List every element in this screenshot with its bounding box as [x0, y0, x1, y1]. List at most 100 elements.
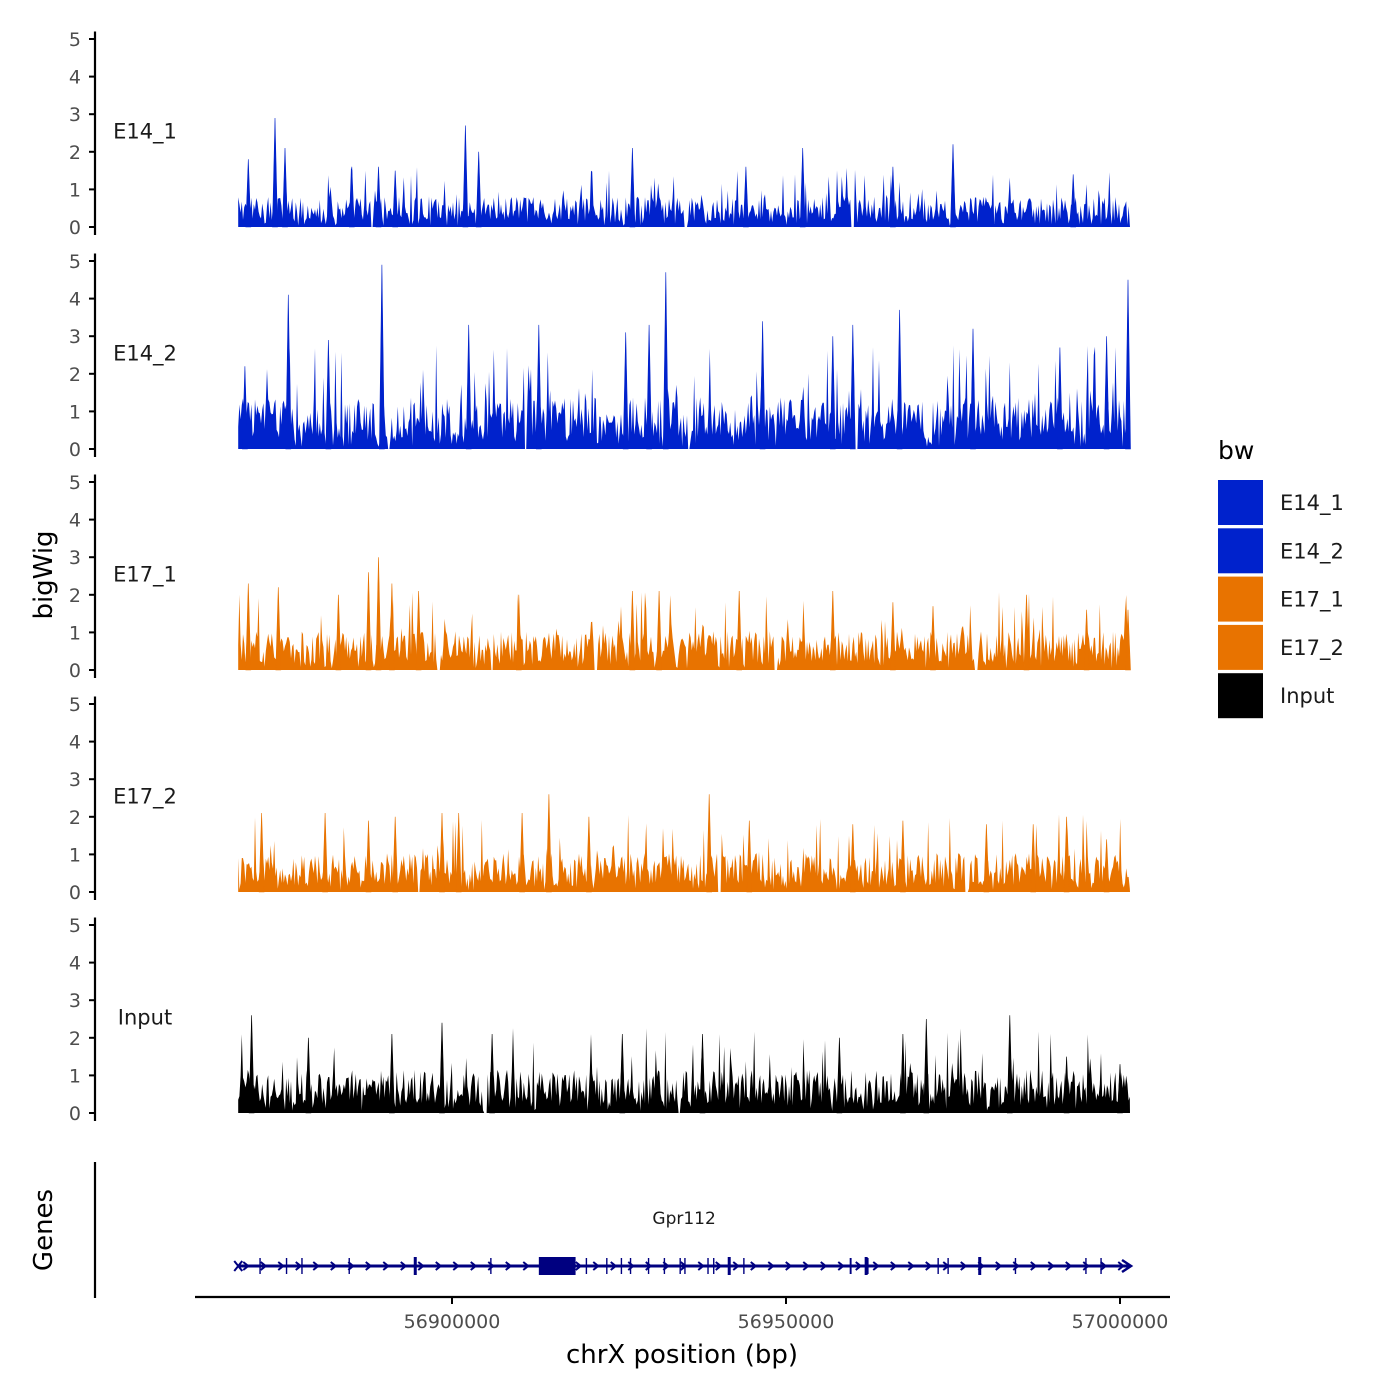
y-tick-label: 3 — [69, 990, 81, 1012]
strand-arrow — [1047, 1261, 1055, 1271]
gene-start-mark — [233, 1260, 244, 1272]
strand-arrow — [592, 1261, 600, 1271]
strand-arrow — [925, 1261, 933, 1271]
coverage-peak — [375, 557, 382, 671]
strand-arrow — [785, 1261, 793, 1271]
x-axis: 56900000 56950000 57000000 — [195, 1295, 1170, 1333]
strand-arrow — [312, 1261, 320, 1271]
coverage-peak — [365, 820, 372, 893]
coverage-peak — [836, 1037, 843, 1114]
strand-arrow — [1030, 1261, 1038, 1271]
legend: bw E14_1 E14_2 E17_1 E17_2 Input — [1218, 436, 1344, 719]
coverage-peak — [706, 794, 713, 893]
legend-swatch — [1218, 624, 1263, 670]
legend-label: E14_1 — [1280, 491, 1344, 516]
track-label: E14_2 — [113, 342, 177, 367]
coverage-area — [238, 814, 1130, 892]
legend-label: E17_2 — [1280, 636, 1344, 661]
strand-arrow — [260, 1261, 268, 1271]
coverage-peak — [829, 336, 836, 450]
strand-arrow — [1117, 1261, 1125, 1271]
coverage-peak — [379, 264, 385, 450]
coverage-peak — [546, 794, 552, 893]
y-tick-label: 1 — [69, 179, 81, 201]
strand-arrow — [417, 1261, 425, 1271]
coverage-peak — [389, 583, 395, 671]
x-tick-label: 57000000 — [1072, 1311, 1169, 1333]
strand-arrow — [750, 1261, 758, 1271]
strand-arrow — [242, 1261, 250, 1271]
coverage-peak — [248, 1015, 255, 1114]
bigwig-tracks: 0 1 2 3 4 5 E14_1 0 1 2 3 4 5 E14_2 0 1 2 3 4 5 E17_1 0 1 2 3 4 5 E… — [69, 29, 1131, 1125]
strand-arrow — [1065, 1261, 1073, 1271]
coverage-peak — [743, 166, 749, 228]
strand-arrow — [382, 1261, 390, 1271]
y-tick-label: 4 — [69, 510, 81, 532]
coverage-peak — [699, 1033, 706, 1114]
coverage-peak — [1006, 1015, 1013, 1114]
strand-arrow — [610, 1261, 618, 1271]
exon-block — [413, 1257, 417, 1275]
legend-label: E17_1 — [1280, 588, 1344, 613]
strand-arrow — [505, 1261, 513, 1271]
coverage-peak — [896, 309, 903, 450]
coverage-peak — [519, 812, 525, 893]
legend-swatch — [1218, 528, 1263, 574]
coding-exon-block — [538, 1257, 576, 1275]
coverage-peak — [1023, 594, 1030, 671]
strand-arrow — [435, 1261, 443, 1271]
coverage-peak — [365, 572, 372, 671]
coverage-peak — [275, 587, 282, 671]
coverage-peak — [245, 583, 252, 671]
exon-block — [727, 1257, 731, 1275]
legend-title: bw — [1218, 436, 1254, 465]
y-tick-label: 4 — [69, 953, 81, 975]
strand-arrow — [575, 1261, 583, 1271]
gene-label-gpr112: Gpr112 — [652, 1209, 715, 1229]
coverage-peak — [325, 339, 332, 450]
strand-arrow — [715, 1261, 723, 1271]
strand-arrow — [295, 1261, 303, 1271]
coverage-peak — [1063, 1056, 1070, 1114]
strand-arrow — [767, 1261, 775, 1271]
coverage-peak — [629, 590, 636, 671]
y-tick-label: 0 — [69, 439, 81, 461]
coverage-peak — [415, 590, 422, 671]
track-e14-1: 0 1 2 3 4 5 E14_1 — [69, 29, 1130, 239]
coverage-peak — [586, 816, 592, 893]
coverage-peak — [746, 820, 753, 893]
coverage-peak — [656, 590, 662, 671]
track-input: 0 1 2 3 4 5 Input — [69, 915, 1130, 1125]
track-e17-2: 0 1 2 3 4 5 E17_2 — [69, 694, 1130, 904]
y-tick-label: 0 — [69, 1103, 81, 1125]
y-tick-label: 2 — [69, 585, 81, 607]
coverage-peak — [242, 366, 248, 450]
coverage-peak — [1125, 279, 1131, 450]
strand-arrow — [487, 1261, 495, 1271]
y-tick-label: 1 — [69, 401, 81, 423]
coverage-peak — [759, 321, 766, 450]
legend-swatch — [1218, 480, 1263, 525]
coverage-peak — [392, 170, 399, 228]
coverage-peak — [849, 824, 856, 893]
legend-label: Input — [1280, 684, 1334, 708]
y-tick-label: 5 — [69, 472, 81, 494]
strand-arrow — [330, 1261, 338, 1271]
coverage-peak — [1117, 1064, 1123, 1114]
coverage-peak — [890, 166, 896, 228]
coverage-peak — [970, 328, 976, 450]
exon-block — [864, 1257, 868, 1275]
legend-swatch — [1218, 673, 1263, 719]
y-tick-label: 4 — [69, 67, 81, 89]
y-axis-title: bigWig — [29, 530, 59, 619]
coverage-peak — [646, 324, 652, 450]
gene-track-title: Genes — [29, 1189, 59, 1271]
strand-arrow — [837, 1261, 845, 1271]
y-tick-label: 3 — [69, 326, 81, 348]
y-tick-label: 4 — [69, 289, 81, 311]
coverage-peak — [1103, 336, 1110, 450]
coverage-peak — [392, 816, 399, 893]
y-tick-label: 5 — [69, 29, 81, 51]
x-axis-title: chrX position (bp) — [566, 1340, 798, 1370]
